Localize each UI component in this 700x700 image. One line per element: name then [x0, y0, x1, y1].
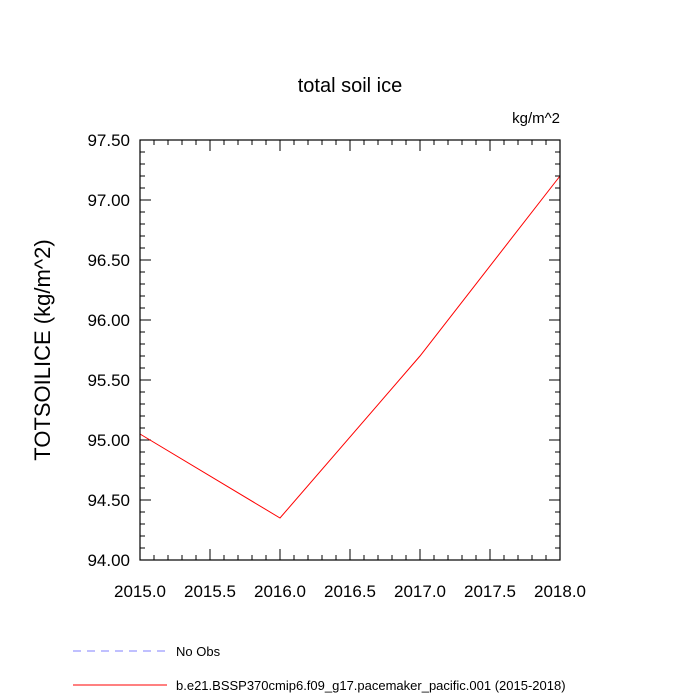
y-tick-label: 97.00	[87, 191, 130, 210]
y-tick-label: 94.00	[87, 551, 130, 570]
y-tick-label: 95.00	[87, 431, 130, 450]
x-tick-label: 2016.5	[324, 582, 376, 601]
legend-label: b.e21.BSSP370cmip6.f09_g17.pacemaker_pac…	[176, 678, 566, 693]
series-line	[139, 175, 561, 519]
legend-label: No Obs	[176, 644, 221, 659]
units-label: kg/m^2	[512, 110, 560, 127]
chart-title: total soil ice	[298, 75, 403, 97]
x-tick-label: 2017.0	[394, 582, 446, 601]
y-tick-label: 95.50	[87, 371, 130, 390]
x-tick-label: 2017.5	[464, 582, 516, 601]
x-tick-labels: 2015.0 2015.5 2016.0 2016.5 2017.0 2017.5 2018…	[114, 582, 586, 601]
y-axis-label: TOTSOILICE (kg/m^2)	[30, 239, 55, 460]
y-tick-label: 97.50	[87, 131, 130, 150]
x-tick-label: 2016.0	[254, 582, 306, 601]
legend: No Obs b.e21.BSSP370cmip6.f09_g17.pacemak…	[73, 644, 566, 693]
minor-ticks	[140, 140, 560, 560]
series-layer	[139, 175, 561, 519]
y-tick-label: 96.50	[87, 251, 130, 270]
y-tick-label: 94.50	[87, 491, 130, 510]
y-tick-label: 96.00	[87, 311, 130, 330]
y-tick-labels: 94.00 94.50 95.00 95.50 96.00 96.50 97.00 97.50	[87, 131, 130, 570]
x-tick-label: 2018.0	[534, 582, 586, 601]
x-tick-label: 2015.5	[184, 582, 236, 601]
major-ticks	[139, 139, 561, 561]
plot-frame	[139, 139, 561, 561]
x-tick-label: 2015.0	[114, 582, 166, 601]
